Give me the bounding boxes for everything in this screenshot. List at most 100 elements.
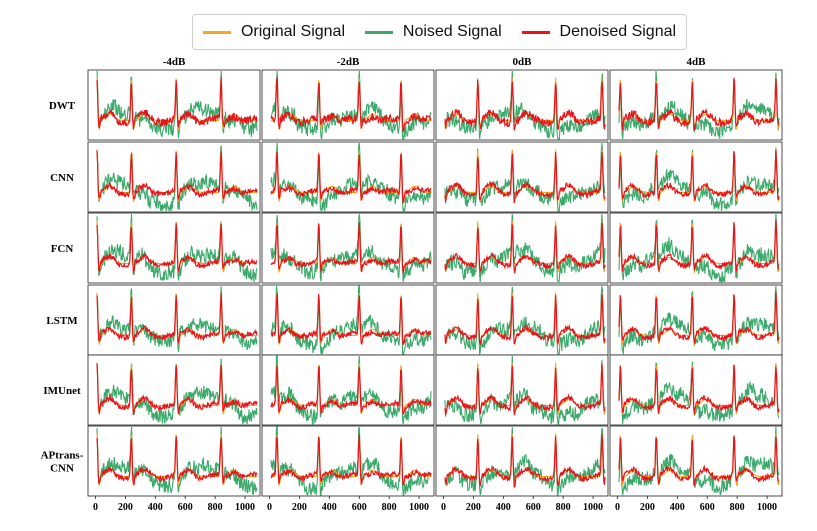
panel-r4-c2	[435, 354, 609, 426]
series-denoised-line	[444, 152, 606, 204]
series-noised-line	[444, 427, 606, 496]
x-tick-label: 0	[93, 502, 98, 513]
row-label-2: FCN	[51, 243, 74, 255]
x-tick-label: 200	[640, 502, 655, 513]
x-tick-label: 600	[700, 502, 715, 513]
row-label-5-0: APtrans-	[41, 450, 84, 462]
panel-r3-c2	[435, 284, 609, 356]
panel-frame	[435, 141, 609, 213]
x-tick-label: 800	[382, 502, 397, 513]
legend-label-denoised: Denoised Signal	[559, 23, 677, 40]
panel-frame	[609, 141, 783, 213]
series-denoised-line	[270, 76, 432, 133]
x-tick-label: 400	[322, 502, 337, 513]
series-denoised-line	[96, 292, 258, 344]
x-tick-label: 400	[670, 502, 685, 513]
column-title-1: -2dB	[337, 56, 360, 68]
x-tick-label: 400	[148, 502, 163, 513]
panel-r0-c1	[261, 69, 435, 141]
panel-frame	[87, 425, 261, 497]
series-noised-line	[618, 213, 780, 284]
column-title-0: -4dB	[163, 56, 186, 68]
series-noised-line	[270, 213, 432, 283]
panel-frame	[609, 354, 783, 426]
panel-r2-c0	[87, 212, 261, 284]
x-tick-label: 800	[730, 502, 745, 513]
series-noised-line	[270, 426, 432, 497]
panel-r5-c1	[261, 425, 435, 497]
series-denoised-line	[618, 149, 780, 201]
series-denoised-line	[270, 222, 432, 274]
panel-r0-c2	[435, 69, 609, 141]
legend-item-original: Original Signal	[202, 23, 345, 41]
panel-r1-c2	[435, 141, 609, 213]
x-tick-label: 200	[466, 502, 481, 513]
column-title-3: 4dB	[687, 56, 707, 68]
legend-item-noised: Noised Signal	[364, 23, 502, 41]
legend-swatch-original	[202, 30, 231, 34]
series-denoised-line	[618, 291, 780, 345]
series-noised-line	[618, 361, 780, 424]
x-tick-label: 400	[496, 502, 511, 513]
panel-r2-c1	[261, 212, 435, 284]
series-noised-line	[444, 355, 606, 425]
x-tick-label: 0	[441, 502, 446, 513]
series-denoised-line	[444, 433, 606, 488]
series-denoised-line	[618, 77, 780, 131]
panel-r4-c0	[87, 354, 261, 426]
panel-r3-c3	[609, 284, 783, 356]
series-denoised-line	[96, 150, 258, 200]
row-label-4: IMUnet	[43, 385, 81, 397]
series-noised-line	[618, 426, 780, 496]
panel-r1-c3	[609, 141, 783, 213]
panel-frame	[261, 425, 435, 497]
x-tick-label: 200	[118, 502, 133, 513]
panel-r5-c0	[87, 425, 261, 497]
series-denoised-line	[444, 79, 606, 131]
column-title-2: 0dB	[513, 56, 533, 68]
panel-frame	[261, 141, 435, 213]
series-denoised-line	[270, 151, 432, 204]
panel-frame	[435, 212, 609, 284]
series-denoised-line	[618, 364, 780, 414]
x-tick-label: 1000	[409, 502, 429, 513]
panel-r0-c0	[87, 69, 261, 141]
series-denoised-line	[96, 223, 258, 275]
x-tick-label: 0	[615, 502, 620, 513]
x-tick-label: 800	[208, 502, 223, 513]
series-noised-line	[270, 285, 432, 355]
panel-r3-c0	[87, 284, 261, 356]
legend-label-original: Original Signal	[240, 23, 345, 40]
x-tick-label: 600	[526, 502, 541, 513]
panel-frame	[609, 212, 783, 284]
series-denoised-line	[96, 76, 258, 130]
panel-r2-c3	[609, 212, 783, 284]
panel-r4-c3	[609, 354, 783, 426]
panel-r5-c2	[435, 425, 609, 497]
series-denoised-line	[444, 363, 606, 416]
series-denoised-line	[618, 435, 780, 487]
series-original-line	[618, 292, 780, 346]
row-label-1: CNN	[50, 172, 74, 184]
series-denoised-line	[270, 293, 432, 345]
x-tick-label: 200	[292, 502, 307, 513]
x-tick-label: 1000	[757, 502, 777, 513]
series-denoised-line	[270, 365, 432, 415]
legend: Original Signal Noised Signal Denoised S…	[192, 14, 687, 50]
row-label-3: LSTM	[46, 315, 78, 327]
series-denoised-line	[444, 222, 606, 274]
legend-swatch-denoised	[521, 30, 550, 34]
panel-r1-c0	[87, 141, 261, 213]
panel-r0-c3	[609, 69, 783, 141]
series-denoised-line	[96, 363, 258, 416]
x-tick-label: 0	[267, 502, 272, 513]
panel-r4-c1	[261, 354, 435, 426]
x-tick-label: 600	[178, 502, 193, 513]
legend-item-denoised: Denoised Signal	[521, 23, 677, 41]
panel-r5-c3	[609, 425, 783, 497]
series-denoised-line	[270, 434, 432, 487]
x-tick-label: 1000	[235, 502, 255, 513]
panel-r2-c2	[435, 212, 609, 284]
x-tick-label: 800	[556, 502, 571, 513]
